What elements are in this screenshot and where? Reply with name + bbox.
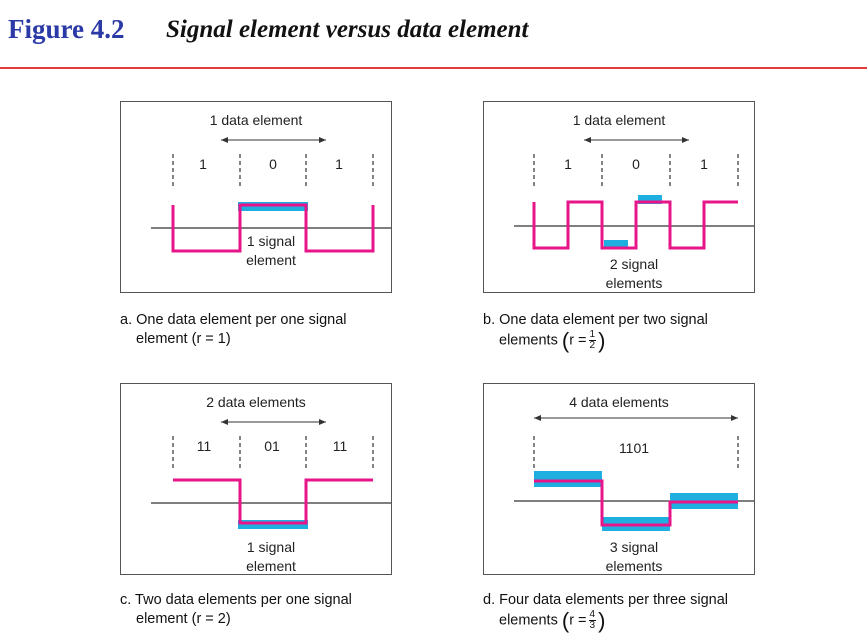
caption-line: a. One data element per one signal	[120, 312, 347, 328]
top-label: 1 data element	[572, 112, 666, 128]
caption-line: elements (r = 4 3)	[483, 608, 728, 633]
caption-line: element (r = 1)	[136, 331, 231, 347]
arrow-head-right	[731, 415, 738, 421]
caption-c: c. Two data elements per one signal elem…	[120, 591, 352, 629]
signal-label: 1 signal	[246, 233, 296, 249]
paren-close: )	[598, 608, 606, 633]
bit-label: 1	[564, 156, 572, 172]
panel-a-drawing	[151, 137, 391, 253]
signal-label: elements	[605, 275, 663, 291]
bit-label: 11	[196, 438, 212, 454]
caption-a: a. One data element per one signal eleme…	[120, 311, 347, 349]
panel-d-drawing	[514, 415, 754, 531]
caption-line: element (r = 2)	[136, 611, 231, 627]
bit-label: 0	[269, 156, 277, 172]
bit-label: 11	[332, 438, 348, 454]
arrow-head-left	[221, 137, 228, 143]
signal-waveform	[532, 200, 738, 250]
figure-title: Signal element versus data element	[166, 16, 529, 43]
bit-label: 0	[632, 156, 640, 172]
top-label: 4 data elements	[569, 394, 669, 410]
caption-line: c. Two data elements per one signal	[120, 592, 352, 608]
ratio-label: r =	[569, 332, 587, 349]
signal-waveform	[173, 478, 373, 525]
signal-label: 3 signal	[609, 539, 659, 555]
data-level-bar	[638, 195, 662, 204]
arrow-head-right	[319, 137, 326, 143]
fraction-numerator: 1	[588, 329, 597, 341]
caption-word: elements	[499, 332, 558, 349]
panel-b: 1 data element 1 0 1 2 signal elements	[483, 101, 755, 293]
signal-waveform	[534, 479, 738, 527]
data-level-bar	[604, 240, 628, 249]
bit-label: 1	[335, 156, 343, 172]
paren-open: (	[561, 328, 570, 353]
ratio-label: r =	[569, 612, 587, 629]
top-label: 2 data elements	[206, 394, 306, 410]
signal-label: 2 signal	[609, 256, 659, 272]
bit-boundaries	[172, 154, 374, 188]
caption-line: b. One data element per two signal	[483, 312, 708, 328]
arrow-head-left	[584, 137, 591, 143]
caption-line: elements (r = 1 2)	[483, 328, 708, 353]
fraction-denominator: 3	[589, 620, 596, 631]
arrow-head-right	[682, 137, 689, 143]
bit-label: 1	[700, 156, 708, 172]
panel-c-drawing	[151, 419, 391, 529]
signal-waveform	[171, 203, 375, 253]
panel-b-drawing	[514, 137, 754, 250]
signal-label: element	[246, 252, 296, 268]
panel-d: 4 data elements 1101 3 signal elements	[483, 383, 755, 575]
caption-d: d. Four data elements per three signal e…	[483, 591, 729, 633]
data-level-bar	[534, 471, 602, 487]
panel-c: 2 data elements 11 01 11 1 signal elemen…	[120, 383, 392, 575]
paren-open: (	[561, 608, 570, 633]
caption-b: b. One data element per two signal eleme…	[483, 311, 708, 353]
arrow-head-left	[534, 415, 541, 421]
figure-header: Figure 4.2 Signal element versus data el…	[0, 0, 867, 70]
fraction-numerator: 4	[588, 609, 597, 621]
caption-line: d. Four data elements per three signal	[483, 592, 729, 608]
signal-label: elements	[605, 558, 663, 574]
paren-close: )	[598, 328, 606, 353]
figure-number: Figure 4.2	[8, 14, 125, 44]
bit-boundaries	[172, 436, 374, 470]
bit-boundaries	[533, 436, 739, 470]
top-label: 1 data element	[209, 112, 303, 128]
bit-label: 1101	[618, 440, 650, 456]
arrow-head-right	[319, 419, 326, 425]
panel-a: 1 data element 1 0 1 1 signal element	[120, 101, 392, 293]
bit-boundaries	[533, 154, 739, 188]
signal-label: 1 signal	[246, 539, 296, 555]
header-rule	[0, 67, 867, 69]
caption-word: elements	[499, 612, 558, 629]
signal-label: element	[246, 558, 296, 574]
bit-label: 1	[199, 156, 207, 172]
fraction-denominator: 2	[589, 340, 596, 351]
bit-label: 01	[264, 438, 280, 454]
arrow-head-left	[221, 419, 228, 425]
